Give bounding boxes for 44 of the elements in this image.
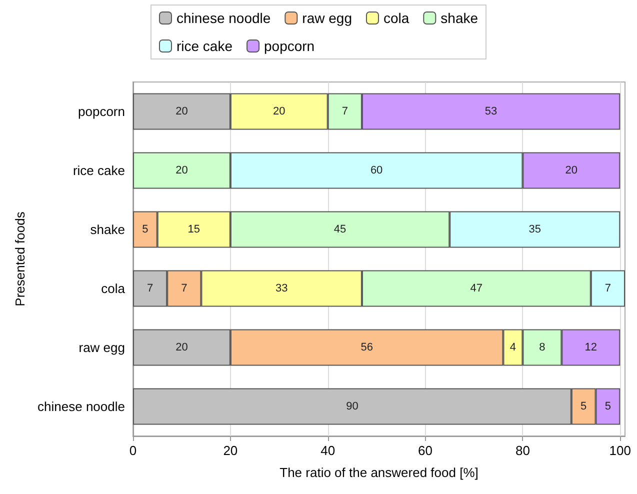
y-tick-label: rice cake [72, 163, 125, 178]
data-label: 20 [176, 106, 188, 118]
data-label: 53 [484, 106, 498, 118]
y-tick-label: cola [101, 281, 126, 296]
legend-label: raw egg [302, 10, 352, 26]
data-label: 5 [142, 224, 148, 236]
x-tick-label: 40 [320, 443, 336, 458]
data-label: 20 [176, 342, 188, 354]
data-label: 47 [470, 282, 483, 294]
y-tick-label: popcorn [78, 104, 125, 119]
x-axis-title: The ratio of the answered food [%] [280, 465, 478, 480]
data-label: 7 [342, 106, 348, 118]
legend-label: cola [383, 10, 410, 26]
data-label: 5 [580, 400, 587, 412]
y-tick-label: raw egg [78, 340, 125, 355]
x-tick-label: 60 [418, 443, 433, 458]
data-label: 20 [565, 164, 578, 176]
data-label: 90 [346, 400, 358, 412]
data-label: 35 [528, 224, 542, 236]
x-tick-label: 80 [515, 443, 530, 458]
data-label: 8 [539, 342, 546, 354]
data-label: 45 [334, 224, 346, 236]
data-label: 12 [584, 342, 598, 354]
data-label: 4 [510, 342, 516, 354]
x-tick-label: 0 [129, 443, 137, 458]
legend-label: rice cake [176, 38, 233, 54]
data-label: 60 [370, 164, 383, 176]
data-label: 20 [176, 164, 188, 176]
legend-label: popcorn [264, 38, 315, 54]
legend-label: shake [440, 10, 478, 26]
data-label: 7 [181, 282, 188, 294]
legend-label: chinese noodle [176, 10, 271, 26]
x-tick-label: 100 [609, 443, 631, 458]
y-tick-label: chinese noodle [38, 399, 125, 414]
data-label: 7 [146, 282, 154, 294]
x-tick-label: 20 [223, 443, 238, 458]
data-label: 7 [604, 282, 612, 294]
data-label: 15 [188, 224, 200, 236]
data-label: 20 [273, 106, 286, 118]
data-label: 56 [360, 342, 373, 354]
y-tick-label: shake [90, 222, 125, 237]
y-axis-title: Presented foods [12, 211, 28, 306]
data-label: 5 [604, 400, 612, 412]
data-label: 33 [275, 282, 288, 294]
